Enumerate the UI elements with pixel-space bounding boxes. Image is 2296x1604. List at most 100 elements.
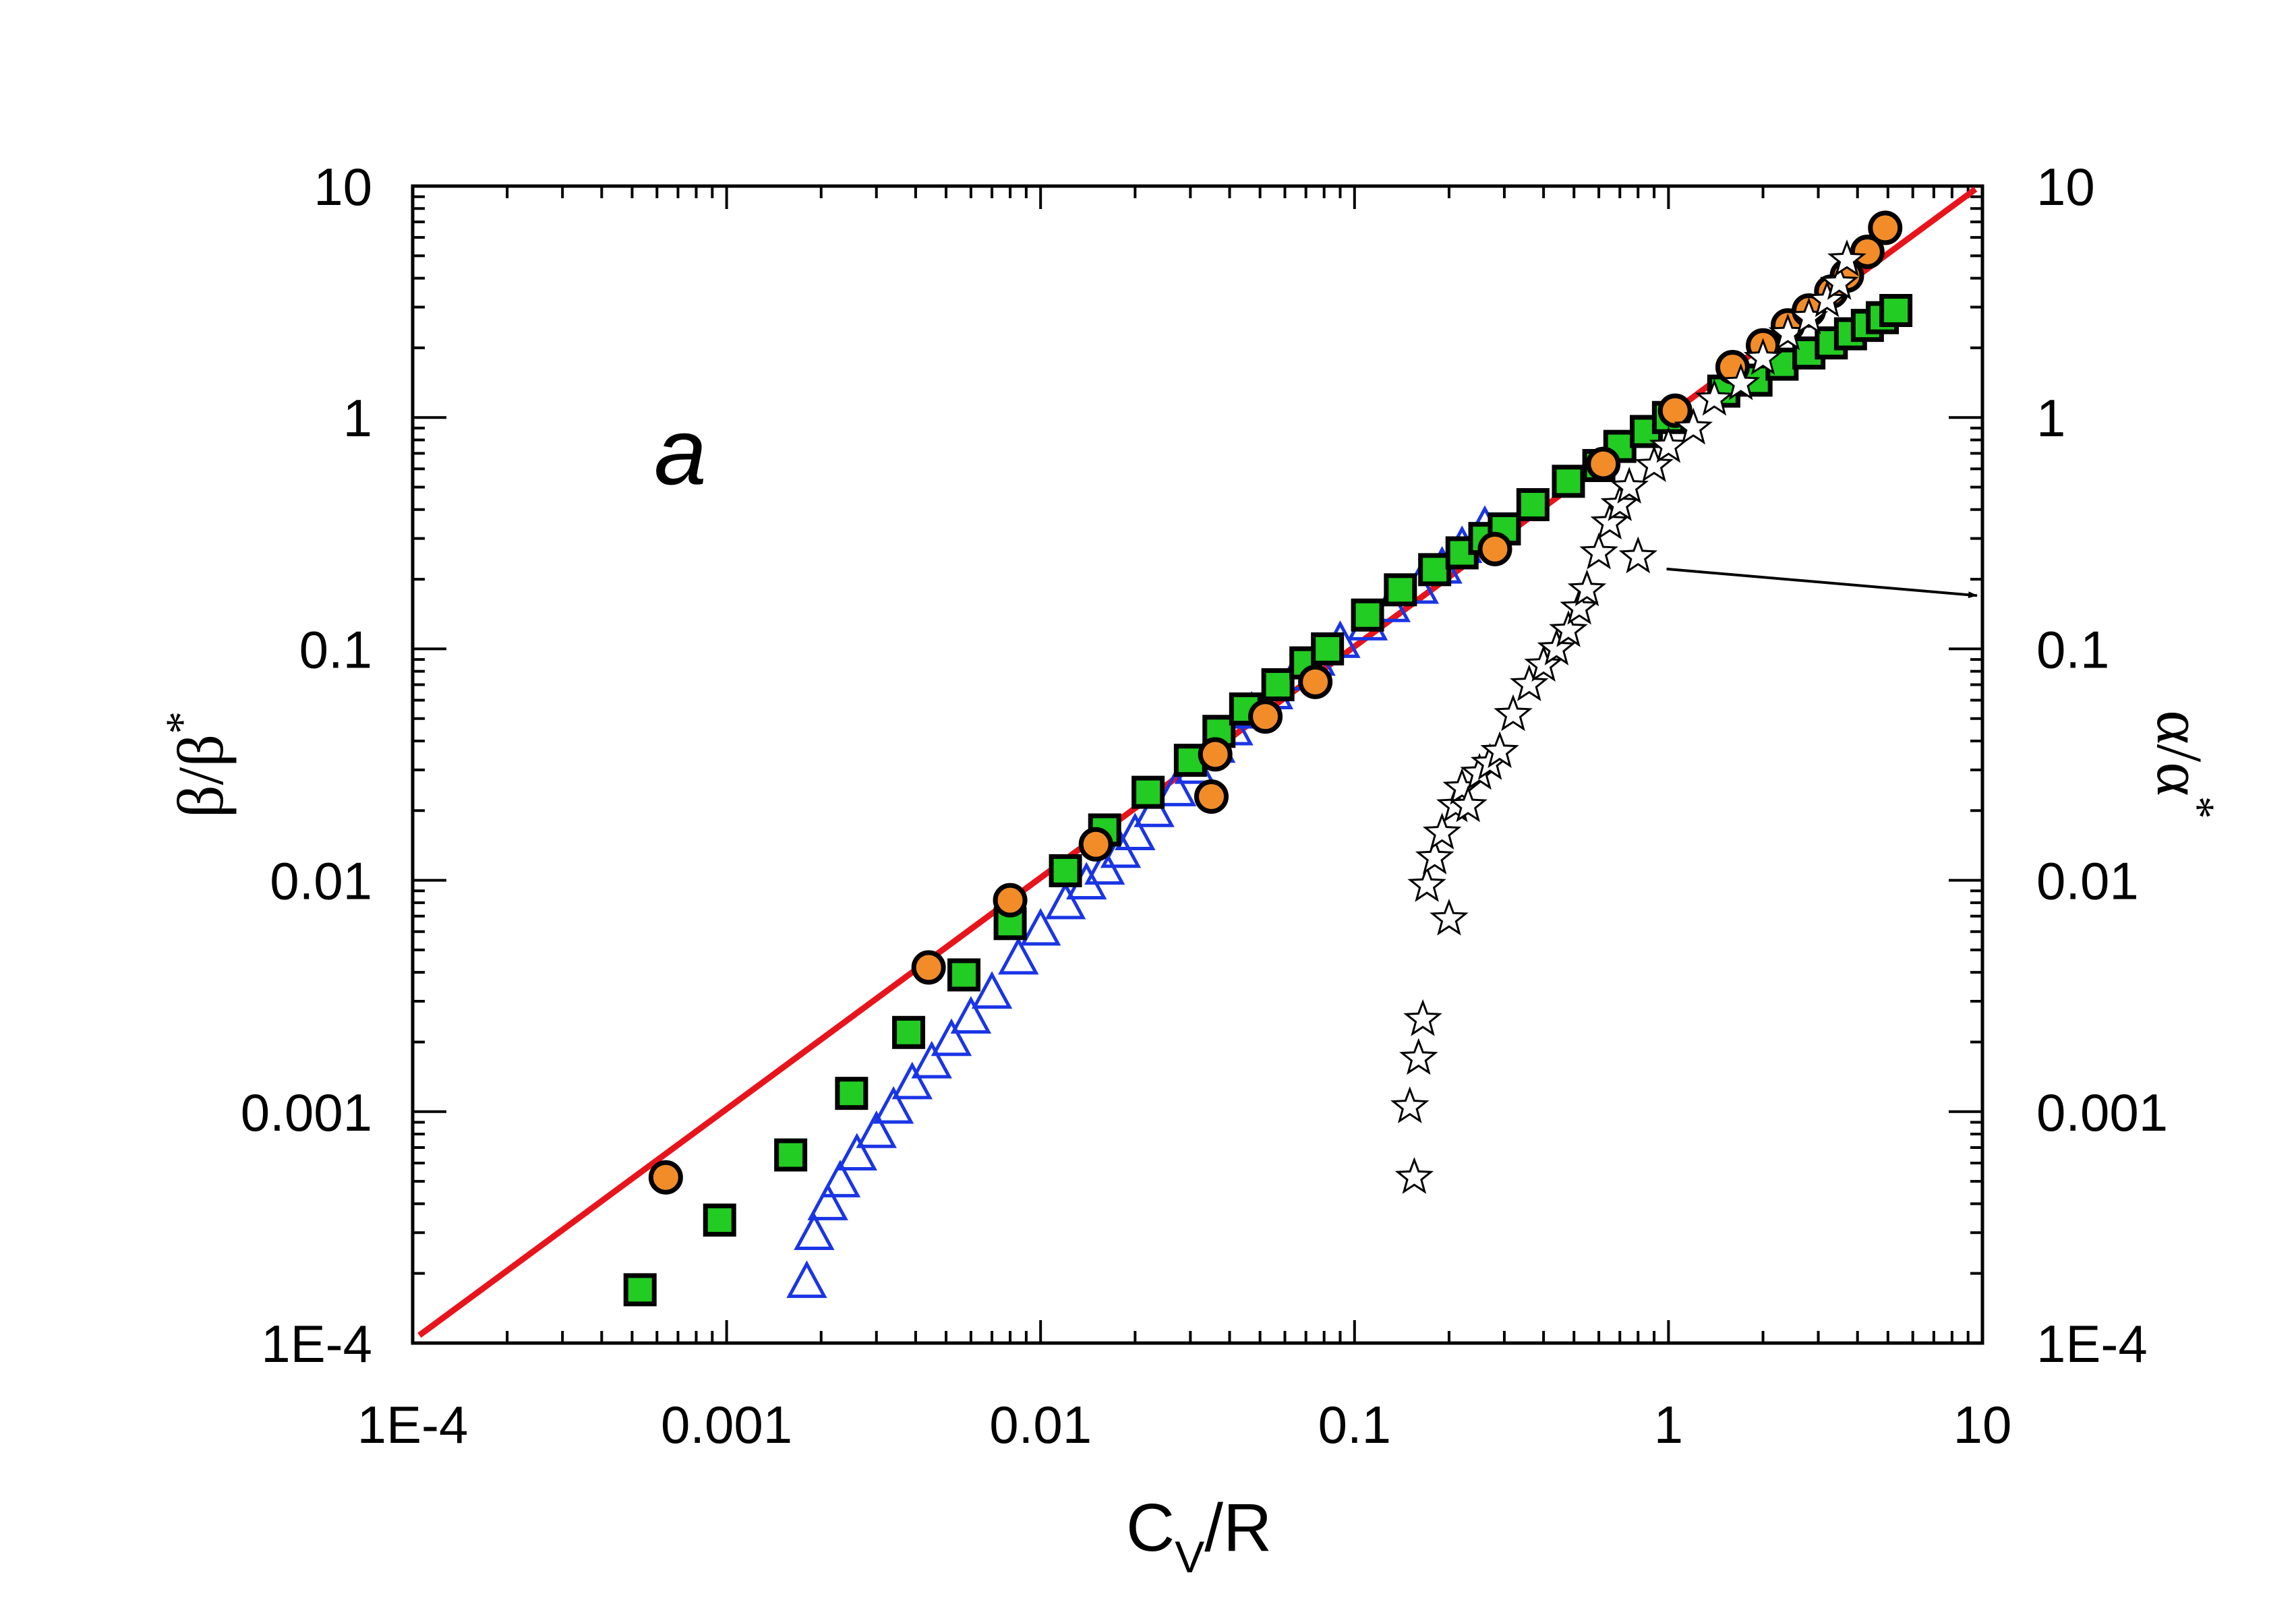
series-triangles xyxy=(786,505,1506,1299)
y-axis-title-left-sup: * xyxy=(156,711,207,734)
square-point xyxy=(1311,632,1345,665)
triangle-point xyxy=(873,1086,914,1124)
circle-point xyxy=(1194,779,1229,814)
triangle-point xyxy=(836,1133,878,1171)
triangle-point xyxy=(794,1212,835,1251)
square-point xyxy=(1552,465,1585,498)
circle-point xyxy=(1586,446,1621,481)
triangle-point xyxy=(931,1018,972,1057)
x-axis-title: CV/R xyxy=(1126,1490,1272,1582)
star-point xyxy=(1403,999,1442,1036)
y-axis-title-right-main: α/α xyxy=(2144,710,2216,796)
square-point xyxy=(774,1138,808,1172)
triangle-point xyxy=(1134,790,1175,827)
star-point xyxy=(1649,425,1688,463)
square-point xyxy=(703,1204,736,1237)
circle-point xyxy=(1198,737,1233,772)
triangle-point xyxy=(819,1160,861,1197)
star-point xyxy=(1743,338,1783,376)
y-axis-title-left-main: β/β xyxy=(165,734,237,818)
x-tick-label: 10 xyxy=(1953,1395,2012,1454)
star-point xyxy=(1590,502,1630,540)
star-point xyxy=(1674,407,1713,445)
triangle-point xyxy=(1044,881,1086,920)
series-squares xyxy=(623,294,1913,1307)
star-point xyxy=(1510,664,1549,702)
star-point xyxy=(1549,610,1588,647)
x-tick-label: 1 xyxy=(1654,1395,1683,1454)
y-tick-label-left: 0.01 xyxy=(270,852,372,911)
square-point xyxy=(835,1077,869,1110)
series-stars xyxy=(1390,239,1866,1194)
star-point xyxy=(1480,731,1519,769)
x-tick-label: 1E-4 xyxy=(357,1395,469,1454)
y-tick-label-left: 10 xyxy=(314,157,372,216)
star-point xyxy=(1390,1086,1430,1124)
circle-point xyxy=(1657,393,1692,428)
y-axis-title-left: β/β* xyxy=(156,711,237,818)
star-point xyxy=(1448,785,1488,823)
x-axis-title-sub: V xyxy=(1175,1532,1204,1582)
triangle-point xyxy=(950,996,992,1034)
star-point xyxy=(1600,484,1640,521)
star-point xyxy=(1415,837,1454,874)
square-point xyxy=(947,958,981,992)
y-tick-label-left: 0.1 xyxy=(299,620,372,679)
y-tick-label-right: 0.001 xyxy=(2036,1083,2168,1142)
triangle-point xyxy=(1115,812,1156,851)
y-axis-title-right-sup: * xyxy=(2173,796,2225,819)
square-point xyxy=(1418,553,1452,587)
y-tick-label-right: 1E-4 xyxy=(2036,1314,2148,1373)
circle-point xyxy=(1248,699,1283,734)
triangle-point xyxy=(807,1183,848,1220)
star-point xyxy=(1407,864,1446,902)
square-point xyxy=(1516,488,1550,522)
circle-point xyxy=(1477,531,1512,566)
triangle-point xyxy=(971,971,1013,1009)
triangle-point xyxy=(856,1110,897,1148)
tick-labels: 1E-4 0.001 0.01 0.1 1 10 1E-4 0.001 0.01 0.1 1 10 1E… xyxy=(241,157,2168,1454)
circle-point xyxy=(1078,827,1113,862)
y-tick-label-right: 0.01 xyxy=(2036,852,2139,911)
star-point xyxy=(1807,280,1847,318)
square-point xyxy=(1351,598,1384,632)
y-tick-label-left: 1 xyxy=(343,388,372,448)
y-tick-label-right: 1 xyxy=(2036,388,2065,448)
square-point xyxy=(1049,854,1082,887)
star-point xyxy=(1610,467,1649,504)
square-point xyxy=(1384,573,1417,607)
star-point xyxy=(1567,569,1607,607)
star-point xyxy=(1394,1157,1434,1194)
circle-point xyxy=(993,883,1028,918)
square-point xyxy=(623,1273,657,1307)
x-tick-label: 0.1 xyxy=(1318,1395,1391,1454)
square-point xyxy=(1131,775,1165,809)
plot-frame xyxy=(411,184,1984,1345)
star-point xyxy=(1695,378,1734,416)
circle-point xyxy=(1868,210,1903,245)
star-point xyxy=(1399,1038,1438,1075)
y-tick-label-left: 0.001 xyxy=(241,1083,372,1142)
star-point xyxy=(1524,645,1563,682)
star-point xyxy=(1721,363,1761,400)
x-tick-label: 0.001 xyxy=(661,1395,792,1454)
x-axis-title-tail: /R xyxy=(1204,1490,1272,1566)
annotation-arrow xyxy=(1666,567,1978,599)
x-axis-title-main: C xyxy=(1126,1490,1175,1566)
square-point xyxy=(1261,668,1295,702)
y-tick-label-left: 1E-4 xyxy=(261,1314,372,1373)
panel-label: a xyxy=(654,398,707,504)
star-point xyxy=(1560,587,1599,625)
square-point xyxy=(892,1015,926,1049)
star-point xyxy=(1618,536,1658,574)
triangle-point xyxy=(786,1260,827,1299)
y-tick-label-right: 10 xyxy=(2036,157,2095,216)
circle-point xyxy=(1298,664,1333,699)
star-point xyxy=(1537,628,1577,665)
triangle-point xyxy=(891,1061,933,1100)
triangle-point xyxy=(998,937,1039,975)
x-tick-label: 0.01 xyxy=(989,1395,1092,1454)
star-point xyxy=(1827,239,1866,276)
star-point xyxy=(1422,812,1462,850)
